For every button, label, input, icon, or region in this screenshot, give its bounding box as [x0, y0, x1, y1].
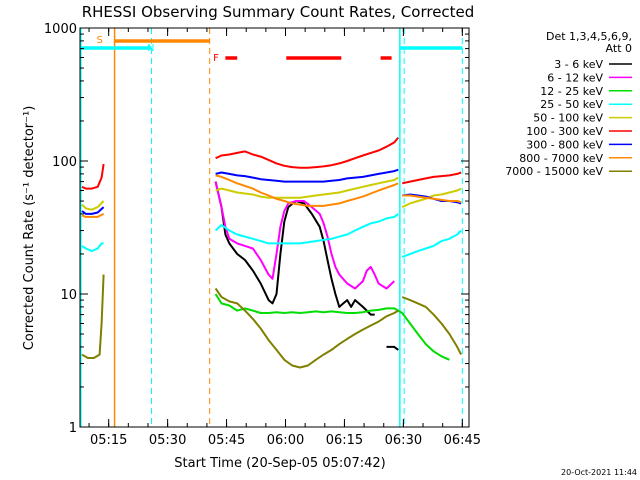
y-tick-label-0: 1 — [69, 421, 77, 436]
y-tick-label-3: 1000 — [44, 22, 77, 37]
y-tick-label-2: 100 — [52, 155, 77, 170]
series-line-0-segment-1 — [386, 345, 399, 351]
flag-label-n: N — [147, 43, 154, 54]
series-line-8-segment-0 — [81, 274, 105, 359]
x-tick-label-2: 05:45 — [208, 433, 245, 448]
series-line-1-segment-0 — [214, 181, 395, 290]
date-stamp: 20-Oct-2021 11:44 — [561, 468, 637, 477]
series-line-3-segment-0 — [81, 242, 104, 253]
series-line-7-segment-2 — [402, 194, 462, 204]
series-line-6-segment-1 — [215, 168, 399, 183]
plot-frame — [79, 27, 470, 428]
x-tick-label-6: 06:45 — [444, 433, 481, 448]
plot-area: S N F — [80, 28, 463, 427]
legend-label-6: 300 - 800 keV — [526, 138, 603, 151]
series-line-4-segment-1 — [215, 176, 399, 199]
legend-label-8: 7000 - 15000 keV — [505, 165, 603, 178]
legend-label-3: 25 - 50 keV — [540, 98, 603, 111]
legend-label-7: 800 - 7000 keV — [519, 152, 603, 165]
series-line-5-segment-2 — [401, 171, 462, 185]
series-line-7-segment-1 — [215, 174, 399, 207]
x-tick-label-1: 05:30 — [149, 433, 186, 448]
x-tick-label-4: 06:15 — [326, 433, 363, 448]
x-tick-label-3: 06:00 — [267, 433, 304, 448]
chart-title: RHESSI Observing Summary Count Rates, Co… — [82, 3, 475, 21]
legend-label-5: 100 - 300 keV — [526, 125, 603, 138]
series-line-3-segment-2 — [401, 229, 462, 258]
series-line-0-segment-0 — [214, 181, 375, 316]
x-tick-label-0: 05:15 — [90, 433, 127, 448]
series-line-8-segment-2 — [401, 296, 462, 356]
legend-label-1: 6 - 12 keV — [547, 71, 603, 84]
series-line-7-segment-0 — [81, 213, 105, 218]
legend-header-line-2: Att 0 — [606, 42, 632, 55]
axes: 1 10 100 1000 05:15 05:30 05:45 06:00 06:15 06:30… — [44, 22, 481, 448]
flag-label-s: S — [96, 35, 102, 46]
flag-label-f: F — [213, 53, 219, 64]
series-line-3-segment-1 — [214, 213, 399, 245]
series-line-6-segment-0 — [81, 206, 105, 215]
series-line-8-segment-1 — [214, 287, 399, 369]
series-line-2-segment-0 — [214, 293, 450, 361]
legend-label-0: 3 - 6 keV — [554, 58, 603, 71]
series-line-4-segment-0 — [81, 200, 105, 211]
legend-label-2: 12 - 25 keV — [540, 85, 603, 98]
x-tick-label-5: 06:30 — [385, 433, 422, 448]
y-axis-label: Corrected Count Rate (s⁻¹ detector⁻¹) — [22, 106, 37, 351]
legend-label-4: 50 - 100 keV — [533, 112, 603, 125]
legend-header-line-1: Det 1,3,4,5,6,9, — [546, 30, 632, 43]
y-tick-label-1: 10 — [60, 288, 77, 303]
series-line-5-segment-0 — [81, 163, 105, 190]
series-line-5-segment-1 — [215, 136, 400, 169]
x-axis-label: Start Time (20-Sep-05 05:07:42) — [174, 456, 385, 471]
series-line-4-segment-2 — [401, 187, 462, 209]
